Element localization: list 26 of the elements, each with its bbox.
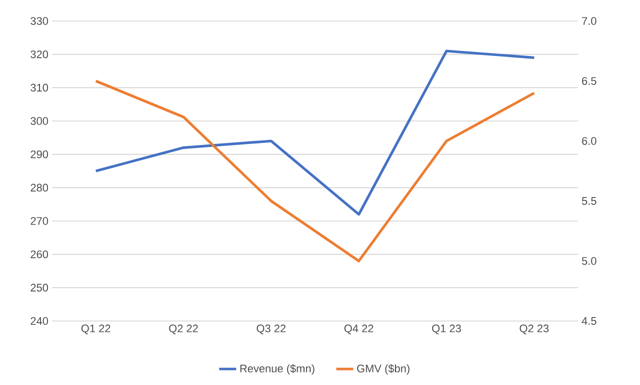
y2-tick-label: 5.5 (582, 197, 596, 205)
y-tick-label: 320 (30, 50, 48, 58)
legend-label: Revenue ($mn) (240, 364, 314, 375)
y-tick-label: 280 (30, 184, 48, 192)
y2-tick-label: 7.0 (582, 17, 596, 25)
x-tick-label: Q1 23 (432, 324, 461, 334)
y-tick-label: 270 (30, 217, 48, 225)
y2-tick-label: 6.0 (582, 137, 596, 145)
y2-tick-label: 5.0 (582, 257, 596, 265)
line-series (94, 50, 536, 216)
x-tick-label: Q3 22 (256, 324, 286, 334)
y-tick-label: 310 (30, 84, 48, 92)
y-tick-label: 330 (30, 17, 48, 25)
legend-label: GMV ($bn) (357, 364, 410, 375)
y2-tick-label: 4.5 (582, 317, 596, 325)
y2-tick-label: 6.5 (582, 77, 596, 85)
line-series (94, 80, 536, 262)
y-tick-label: 290 (30, 150, 48, 158)
y-tick-label: 260 (30, 250, 48, 258)
x-tick-label: Q2 23 (520, 324, 549, 334)
y-tick-label: 240 (30, 317, 48, 325)
x-tick-label: Q2 22 (169, 324, 198, 334)
x-tick-label: Q4 22 (344, 324, 374, 334)
y-tick-label: 300 (30, 117, 48, 125)
y-tick-label: 250 (30, 284, 48, 292)
x-tick-label: Q1 22 (81, 324, 110, 334)
